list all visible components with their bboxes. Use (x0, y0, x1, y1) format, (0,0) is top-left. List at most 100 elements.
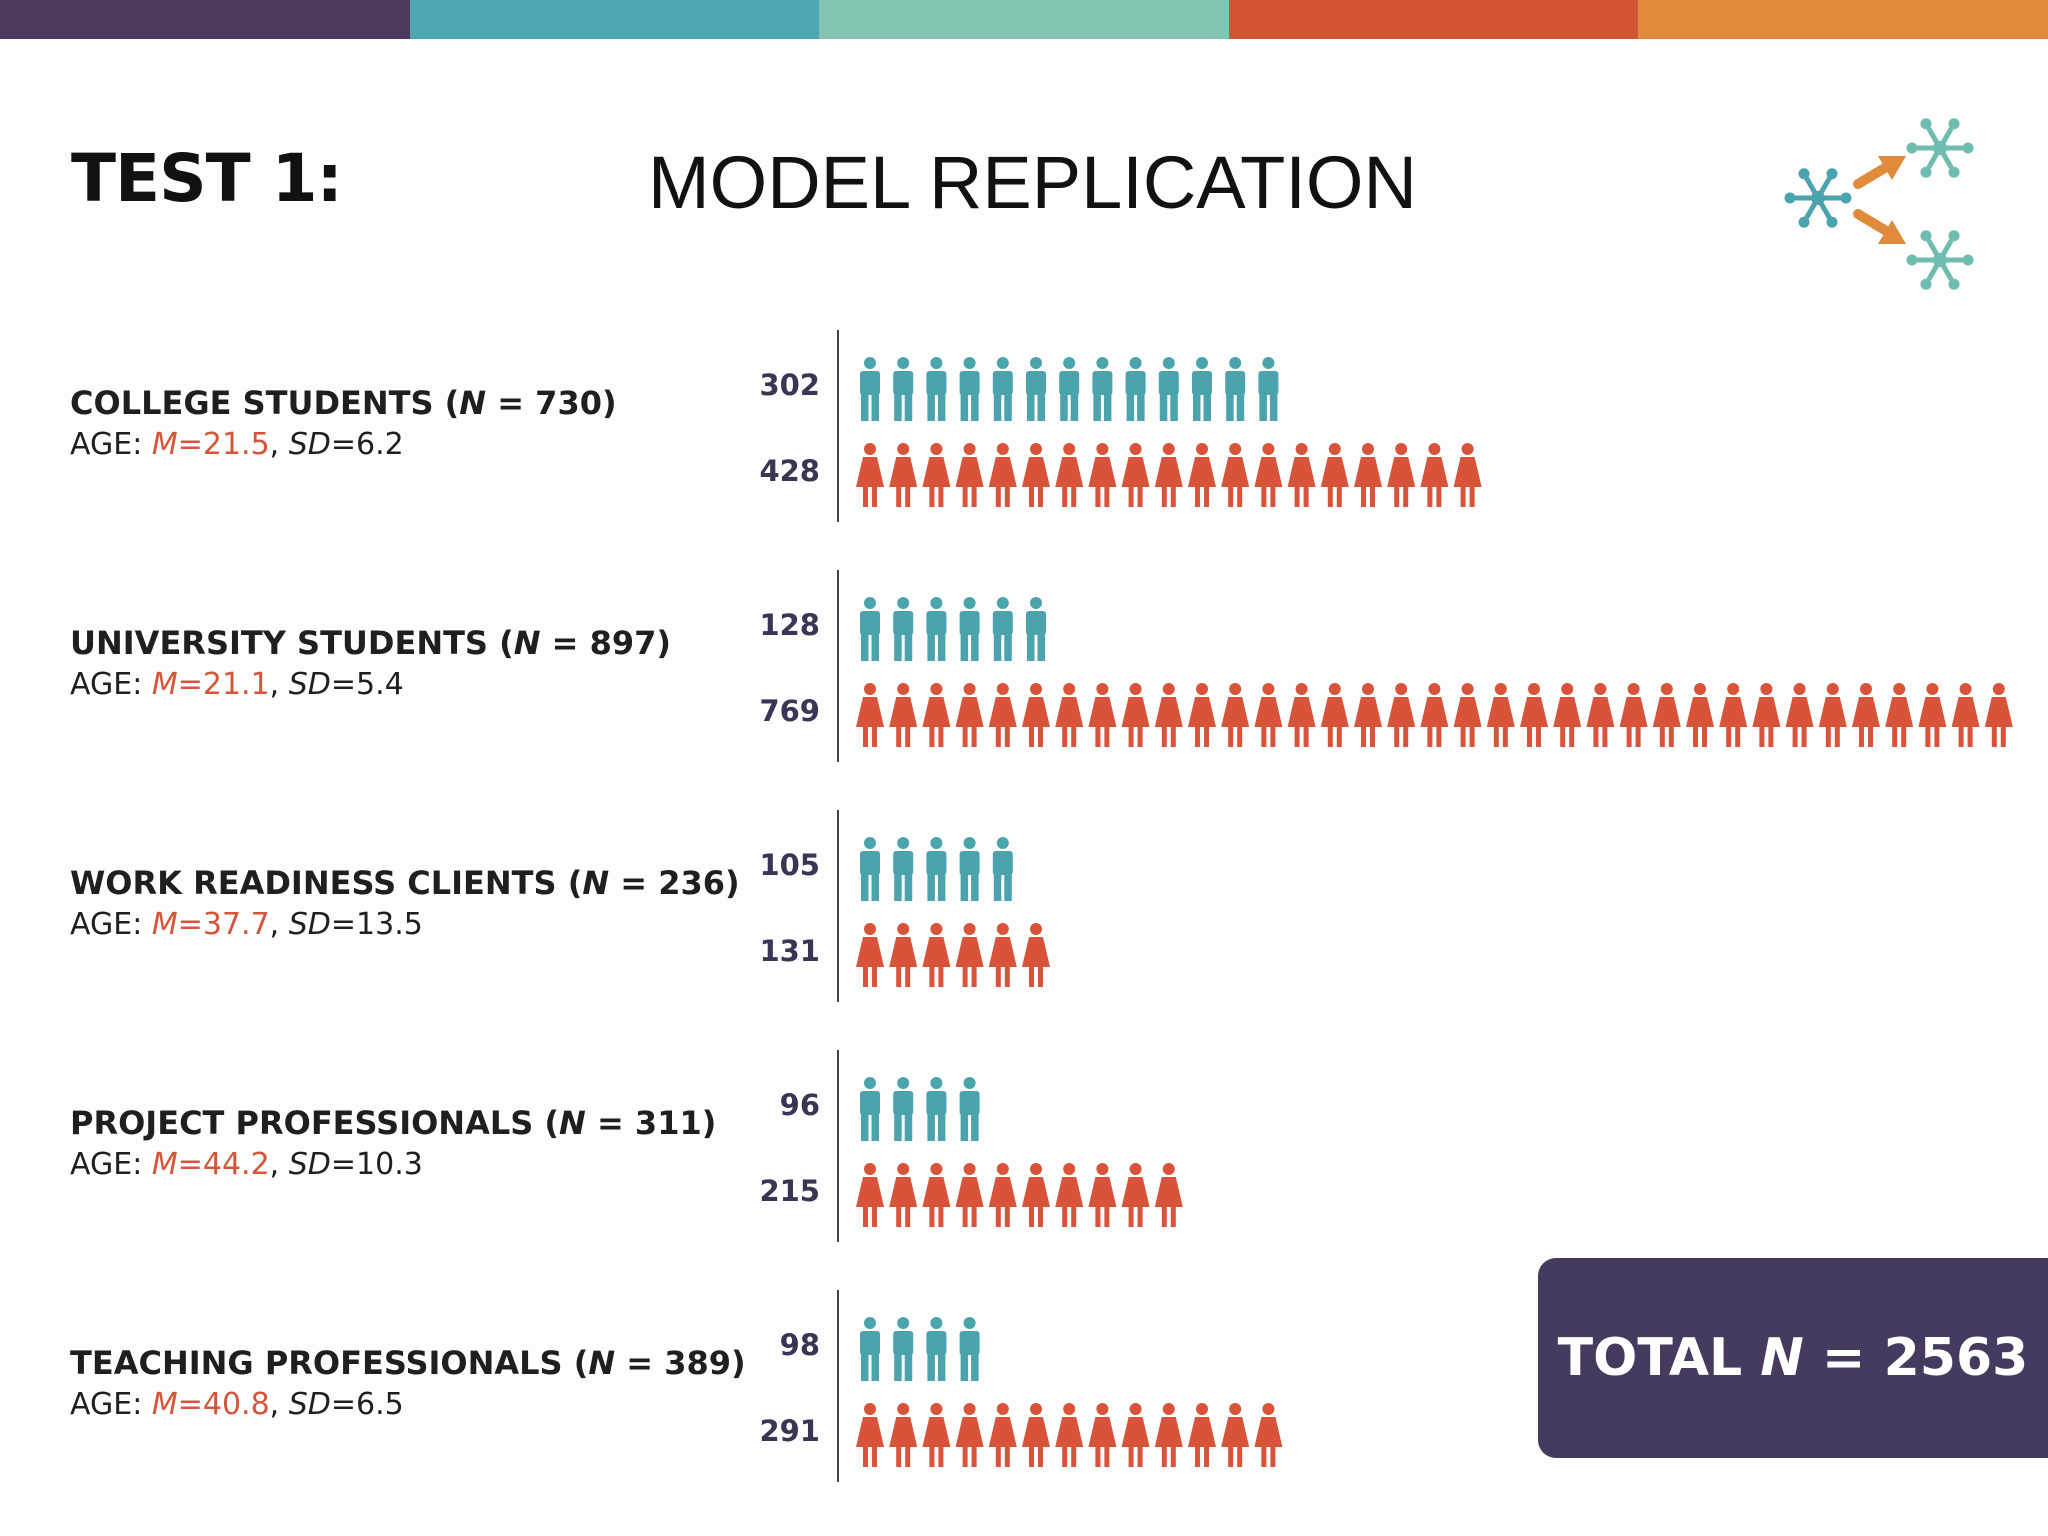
male-person-icon (992, 597, 1013, 661)
female-person-icon (1354, 443, 1382, 507)
top-color-bar (0, 0, 2048, 39)
male-count-label: 128 (759, 608, 820, 642)
female-person-icon (1121, 1403, 1150, 1467)
female-person-icon (1055, 443, 1084, 507)
group-label: WORK READINESS CLIENTS (N = 236) AGE: M=3… (70, 864, 740, 944)
male-person-icon (860, 597, 880, 661)
logo-node-icon (1784, 168, 1852, 228)
female-person-icon (1818, 683, 1847, 747)
male-person-icon (959, 597, 980, 661)
female-person-icon (1453, 683, 1482, 747)
male-person-icon (1158, 357, 1179, 421)
group-age: AGE: M=40.8, SD=6.5 (70, 1387, 404, 1422)
female-person-icon (955, 1403, 984, 1467)
female-person-icon (1287, 683, 1316, 747)
female-person-icon (1984, 683, 2013, 747)
female-person-icon (1320, 443, 1349, 507)
group-age: AGE: M=37.7, SD=13.5 (70, 907, 423, 942)
male-person-icon (860, 357, 880, 421)
female-person-icon (856, 443, 884, 507)
arrow-icon (1853, 209, 1906, 244)
male-person-icon (860, 1317, 880, 1381)
female-person-icon (1254, 443, 1283, 507)
female-person-icon (1154, 683, 1183, 747)
logo-node-icon (1906, 118, 1974, 178)
male-person-icon (926, 837, 947, 901)
female-person-icon (1022, 923, 1050, 987)
male-count-label: 98 (780, 1328, 820, 1362)
female-person-icon (988, 1403, 1017, 1467)
test-label: TEST 1: (71, 140, 343, 217)
female-count-label: 428 (759, 454, 820, 488)
female-person-icon (1154, 443, 1183, 507)
female-person-icon (856, 1403, 884, 1467)
male-person-icon (926, 1317, 947, 1381)
female-person-icon (1852, 683, 1880, 747)
female-person-icon (1188, 683, 1216, 747)
female-person-icon (1453, 443, 1482, 507)
group-name: UNIVERSITY STUDENTS (N = 897) (70, 624, 672, 662)
male-person-icon (1026, 597, 1046, 661)
female-person-icon (988, 443, 1017, 507)
male-person-icon (860, 837, 880, 901)
female-person-icon (988, 683, 1017, 747)
male-person-icon (893, 1077, 914, 1141)
group-label: COLLEGE STUDENTS (N = 730) AGE: M=21.5, S… (70, 384, 617, 464)
female-person-icon (1022, 1403, 1050, 1467)
male-count-label: 96 (780, 1088, 820, 1122)
female-person-icon (1354, 683, 1382, 747)
female-person-icon (889, 923, 918, 987)
female-person-icon (1022, 443, 1050, 507)
female-person-icon (988, 1163, 1017, 1227)
network-replication-icon (1784, 118, 1974, 290)
group-name: WORK READINESS CLIENTS (N = 236) (70, 864, 740, 902)
male-person-icon (893, 837, 914, 901)
female-person-icon (889, 683, 918, 747)
male-person-icon (959, 1317, 980, 1381)
female-person-icon (1486, 683, 1515, 747)
female-person-icon (889, 1403, 918, 1467)
male-person-icon (959, 357, 980, 421)
group-label: UNIVERSITY STUDENTS (N = 897) AGE: M=21.1… (70, 624, 671, 704)
female-person-icon (1188, 443, 1216, 507)
top-bar-segment (819, 0, 1229, 39)
female-person-icon (1387, 683, 1416, 747)
female-person-icon (1121, 683, 1150, 747)
male-person-icon (926, 1077, 947, 1141)
female-person-icon (922, 443, 951, 507)
top-bar-segment (1638, 0, 2048, 39)
group-age: AGE: M=21.5, SD=6.2 (70, 427, 404, 462)
female-person-icon (856, 923, 884, 987)
male-person-icon (959, 837, 980, 901)
total-text: TOTAL N = 2563 (1557, 1328, 2029, 1388)
female-person-icon (1154, 1163, 1183, 1227)
group-age: AGE: M=21.1, SD=5.4 (70, 667, 404, 702)
female-person-icon (1686, 683, 1714, 747)
female-count-label: 131 (759, 934, 820, 968)
female-person-icon (1188, 1403, 1216, 1467)
female-person-icon (1121, 443, 1150, 507)
total-badge: TOTAL N = 2563 (1538, 1258, 2048, 1458)
page-title: MODEL REPLICATION (648, 141, 1417, 224)
male-person-icon (893, 1317, 914, 1381)
arrow-icon (1853, 156, 1906, 189)
female-person-icon (922, 923, 951, 987)
male-person-icon (959, 1077, 980, 1141)
female-person-icon (1320, 683, 1349, 747)
group-name: COLLEGE STUDENTS (N = 730) (70, 384, 617, 422)
female-person-icon (1520, 683, 1548, 747)
female-person-icon (1387, 443, 1416, 507)
female-person-icon (856, 1163, 884, 1227)
female-person-icon (1885, 683, 1914, 747)
female-person-icon (1088, 443, 1117, 507)
female-person-icon (1022, 683, 1050, 747)
female-person-icon (1221, 1403, 1250, 1467)
female-person-icon (856, 683, 884, 747)
female-person-icon (1055, 1163, 1084, 1227)
top-bar-segment (0, 0, 410, 39)
male-person-icon (926, 597, 947, 661)
female-person-icon (922, 683, 951, 747)
male-count-label: 105 (759, 848, 820, 882)
male-person-icon (992, 357, 1013, 421)
